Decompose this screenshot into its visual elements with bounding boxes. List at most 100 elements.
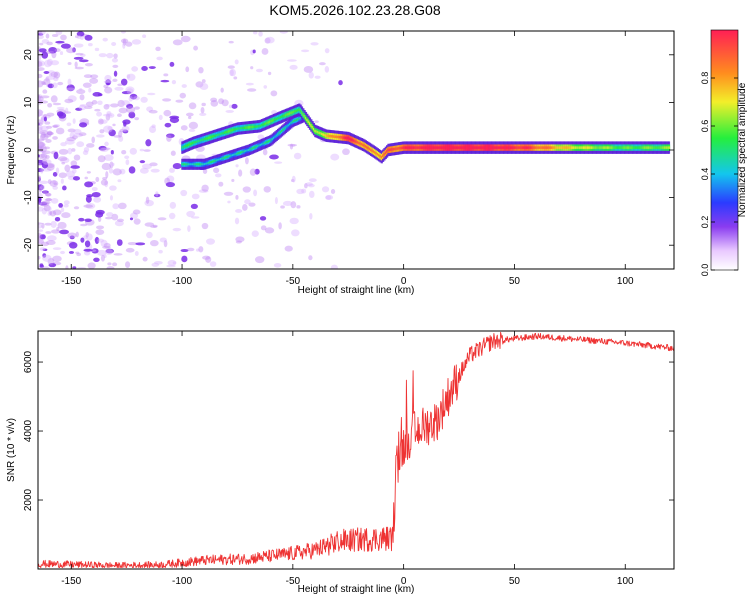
spectrogram-noise-blob [291,144,296,147]
spectrogram-main-trace-core [522,146,526,149]
spectrogram-main-trace-core [342,136,345,139]
spectrogram-y-label: Frequency (Hz) [6,116,17,185]
spectrogram-noise-blob [73,154,81,161]
spectrogram-main-trace-core [271,119,274,122]
spectrogram-main-trace-core [630,146,633,149]
spectrogram-noise-blob [134,251,139,256]
spectrogram-noise-blob [43,116,47,122]
spectrogram-noise-blob [108,129,116,137]
spectrogram-main-trace-core [592,146,595,149]
spectrogram-main-trace-core [247,126,250,129]
spectrogram-noise-blob [218,181,224,187]
spectrogram-secondary-trace-core [274,135,277,138]
spectrogram-main-trace-core [645,146,648,149]
spectrogram-noise-blob [73,133,84,138]
spectrogram-main-trace-core [241,126,244,130]
spectrogram-main-trace-core [475,146,478,149]
spectrogram-noise-blob [38,119,44,126]
spectrogram-main-trace-core [261,123,264,127]
spectrogram-noise-blob [59,229,69,235]
spectrogram-noise-blob [79,94,85,101]
spectrogram-main-trace-core [306,118,309,122]
spectrogram-main-trace-core [526,146,530,149]
spectrogram-noise-blob [282,200,293,206]
spectrogram-main-trace-core [658,146,661,149]
spectrogram-noise-blob [231,178,235,182]
spectrogram-noise-blob [54,48,61,53]
spectrogram-noise-blob [38,222,43,225]
spectrogram-noise-blob [77,266,87,269]
spectrogram-noise-blob [305,182,313,187]
spectrogram-main-trace-core [294,110,297,113]
spectrogram-noise-blob [38,176,41,182]
spectrogram-noise-blob [109,195,113,201]
spectrogram-main-trace-core [626,146,629,149]
spectrogram-main-trace-core [492,146,495,149]
spectrogram-noise-blob [84,181,94,188]
spectrogram-secondary-trace-core [181,163,184,166]
spectrogram-noise-blob [255,68,263,73]
spectrogram-noise-blob [96,111,103,117]
spectrogram-main-trace-core [401,146,405,150]
spectrogram-main-trace-core [209,136,212,139]
spectrogram-main-trace-core [503,146,506,149]
spectrogram-noise-blob [75,52,84,56]
spectrogram-secondary-trace-core [206,162,209,165]
spectrogram-noise-blob [289,64,298,70]
spectrogram-main-trace-core [190,142,193,145]
spectrogram-main-trace-core [581,146,584,149]
spectrogram-main-trace-core [565,146,568,149]
spectrogram-main-trace-core [524,146,527,149]
spectrogram-noise-blob [114,86,124,91]
spectrogram-secondary-trace-core [226,155,229,158]
spectrogram-noise-blob [47,130,53,136]
spectrogram-noise-blob [187,247,195,252]
spectrogram-noise-blob [169,167,175,173]
spectrogram-noise-blob [122,38,127,46]
spectrogram-noise-blob [101,162,112,171]
spectrogram-noise-blob [259,216,267,221]
spectrogram-secondary-trace-core [246,149,249,152]
spectrogram-noise-blob [50,220,57,228]
spectrogram-noise-blob [273,263,282,268]
spectrogram-noise-blob [55,127,65,135]
spectrogram-noise-blob [65,107,69,114]
spectrogram-noise-blob [48,263,57,268]
spectrogram-noise-blob [158,114,163,121]
spectrogram-noise-blob [112,262,118,267]
spectrogram-noise-blob [43,71,50,74]
spectrogram-noise-blob [79,122,88,128]
spectrogram-main-trace-core [318,131,321,134]
spectrogram-noise-blob [116,218,124,222]
spectrogram-secondary-trace-core [238,151,241,154]
spectrogram-noise-blob [58,172,67,179]
spectrogram-noise-blob [38,80,44,88]
spectrogram-noise-blob [41,207,47,215]
spectrogram-main-trace-core [485,146,488,149]
spectrogram-noise-blob [158,249,163,254]
spectrogram-main-trace-core [395,147,398,151]
spectrogram-noise-blob [38,96,44,102]
spectrogram-main-trace-core [588,146,591,149]
spectrogram-trace [181,103,671,170]
spectrogram-x-tick-label: -100 [172,276,192,287]
spectrogram-main-trace-core [532,146,535,149]
spectrogram-noise-blob [60,207,65,213]
spectrogram-noise-blob [38,121,43,125]
spectrogram-noise-blob [38,97,42,101]
spectrogram-main-trace-core [336,135,340,139]
spectrogram-noise-blob [44,222,52,226]
spectrogram-noise-blob [254,168,260,175]
spectrogram-main-trace-core [253,125,256,129]
spectrogram-main-trace-core [625,146,628,149]
spectrogram-noise-blob [134,117,140,121]
spectrogram-main-trace-core [491,146,494,149]
spectrogram-noise-blob [104,86,113,94]
spectrogram-noise-blob [38,175,42,181]
spectrogram-noise-blob [202,255,211,260]
spectrogram-noise-blob [38,139,41,144]
spectrogram-main-trace-core [367,146,370,150]
spectrogram-main-trace-core [646,146,649,149]
spectrogram-secondary-trace-core [283,127,286,130]
spectrogram-main-trace-core [489,146,492,149]
